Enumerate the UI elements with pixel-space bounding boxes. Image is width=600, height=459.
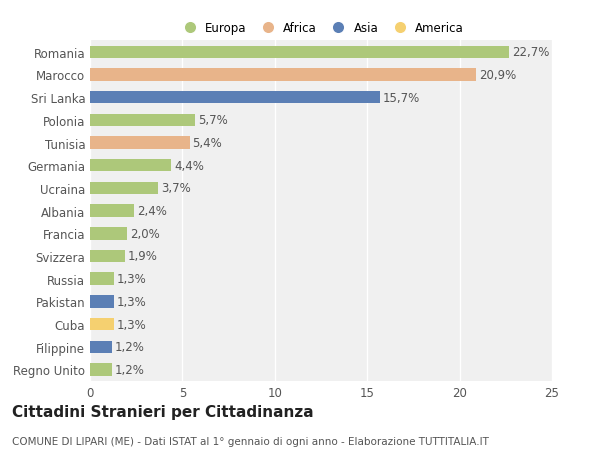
Text: 22,7%: 22,7% [512,46,550,59]
Text: 15,7%: 15,7% [383,91,420,104]
Bar [90,250,125,263]
Bar [90,205,134,218]
Text: 5,4%: 5,4% [193,137,223,150]
Text: 2,4%: 2,4% [137,205,167,218]
Bar [90,137,190,150]
Text: 2,0%: 2,0% [130,227,160,240]
Text: 1,3%: 1,3% [117,295,146,308]
Text: 1,9%: 1,9% [128,250,158,263]
Bar [90,114,196,127]
Bar [90,182,158,195]
Text: COMUNE DI LIPARI (ME) - Dati ISTAT al 1° gennaio di ogni anno - Elaborazione TUT: COMUNE DI LIPARI (ME) - Dati ISTAT al 1°… [12,436,489,446]
Text: Cittadini Stranieri per Cittadinanza: Cittadini Stranieri per Cittadinanza [12,404,314,419]
Bar [90,364,112,376]
Bar [90,92,380,104]
Text: 4,4%: 4,4% [174,159,204,172]
Text: 1,2%: 1,2% [115,363,145,376]
Text: 1,2%: 1,2% [115,341,145,353]
Bar [90,318,114,330]
Bar [90,46,509,59]
Bar [90,69,476,82]
Bar [90,296,114,308]
Bar [90,160,172,172]
Text: 3,7%: 3,7% [161,182,191,195]
Text: 1,3%: 1,3% [117,318,146,331]
Text: 5,7%: 5,7% [198,114,228,127]
Bar [90,273,114,285]
Bar [90,341,112,353]
Bar [90,228,127,240]
Text: 1,3%: 1,3% [117,273,146,285]
Text: 20,9%: 20,9% [479,69,516,82]
Legend: Europa, Africa, Asia, America: Europa, Africa, Asia, America [176,20,466,38]
